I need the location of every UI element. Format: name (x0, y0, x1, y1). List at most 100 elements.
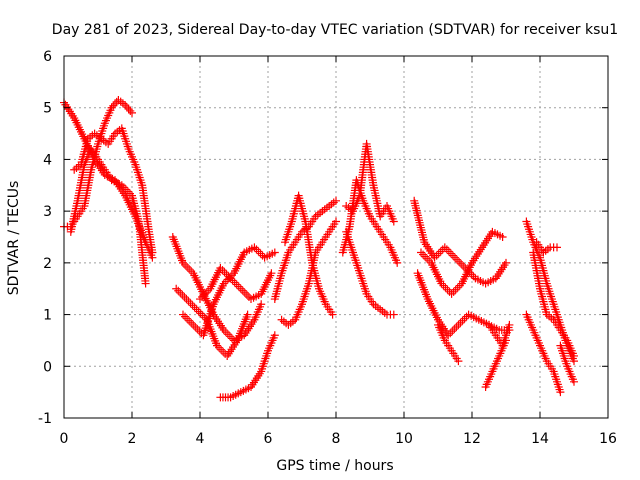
data-point (252, 245, 261, 254)
data-point (393, 258, 402, 267)
data-point (332, 196, 340, 205)
data-point (111, 99, 119, 108)
data-point (450, 325, 459, 334)
data-point (223, 330, 232, 339)
data-point (328, 310, 337, 319)
x-tick-label: 2 (128, 431, 137, 447)
data-point (417, 248, 425, 257)
data-point (462, 312, 471, 321)
data-point (176, 288, 185, 297)
data-point (553, 243, 561, 252)
data-point (332, 217, 340, 226)
data-point (183, 262, 192, 271)
data-point (436, 247, 445, 256)
data-point (188, 301, 197, 310)
data-point (448, 327, 457, 336)
data-point (458, 316, 467, 325)
data-point (443, 285, 452, 294)
x-axis-label: GPS time / hours (276, 458, 393, 474)
data-points-layer (60, 95, 578, 402)
data-point (174, 286, 183, 295)
data-point (454, 320, 463, 329)
data-point (455, 257, 464, 266)
data-point (236, 284, 245, 293)
data-point (107, 103, 116, 112)
data-point (180, 292, 189, 301)
data-point (505, 320, 514, 329)
x-tick-label: 14 (531, 431, 549, 447)
data-point (121, 101, 130, 110)
data-point (191, 322, 200, 331)
data-point (447, 289, 456, 298)
data-point (498, 233, 507, 241)
data-point (221, 328, 230, 337)
x-tick-label: 10 (395, 431, 413, 447)
data-point (185, 316, 194, 325)
data-point (186, 299, 195, 308)
data-point (192, 305, 201, 314)
y-tick-label: -1 (38, 411, 52, 427)
data-point (243, 310, 252, 319)
x-tick-label: 16 (599, 431, 617, 447)
data-point (189, 320, 198, 329)
data-point (172, 284, 181, 293)
data-point (454, 357, 463, 366)
data-point (220, 268, 229, 277)
data-point (442, 245, 451, 254)
data-point (258, 251, 267, 260)
data-point (126, 106, 135, 115)
x-tick-label: 8 (332, 431, 341, 447)
y-tick-label: 2 (43, 256, 52, 272)
data-point (441, 283, 450, 292)
data-point (238, 286, 247, 295)
data-point (449, 287, 458, 296)
data-point (270, 331, 279, 340)
data-point (128, 108, 136, 117)
data-point (456, 318, 465, 327)
data-point (124, 105, 133, 114)
chart-title: Day 281 of 2023, Sidereal Day-to-day VTE… (52, 22, 618, 38)
data-point (219, 347, 228, 356)
y-axis-label: SDTVAR / TECUs (6, 181, 22, 296)
data-point (556, 388, 565, 397)
data-point (234, 282, 243, 291)
data-point (389, 310, 398, 319)
data-point (217, 345, 226, 354)
data-point (190, 303, 199, 312)
data-point (267, 269, 276, 278)
data-point (440, 243, 449, 252)
x-tick-label: 4 (196, 431, 205, 447)
data-point (446, 249, 455, 258)
data-point (244, 292, 253, 301)
data-point (451, 285, 460, 294)
x-tick-label: 0 (60, 431, 69, 447)
data-point (148, 248, 157, 257)
data-point (502, 258, 510, 267)
data-point (182, 295, 191, 304)
data-point (570, 377, 578, 386)
data-point (240, 288, 249, 297)
data-point (434, 249, 443, 258)
data-point (181, 312, 190, 321)
data-point (122, 103, 131, 112)
data-point (196, 309, 205, 318)
data-point (187, 318, 196, 327)
data-point (178, 290, 187, 299)
data-point (184, 297, 193, 306)
data-point (185, 265, 194, 274)
data-point (419, 250, 428, 259)
data-point (570, 351, 578, 360)
y-tick-label: 3 (43, 204, 52, 220)
data-point (448, 251, 457, 260)
data-point (444, 247, 453, 256)
data-point (453, 283, 462, 292)
data-point (452, 322, 461, 331)
data-point (232, 280, 241, 289)
data-point (457, 259, 466, 268)
x-tick-label: 12 (463, 431, 481, 447)
data-point (451, 253, 459, 262)
data-point (257, 300, 266, 309)
data-point (389, 217, 398, 226)
y-tick-label: 1 (43, 308, 52, 324)
